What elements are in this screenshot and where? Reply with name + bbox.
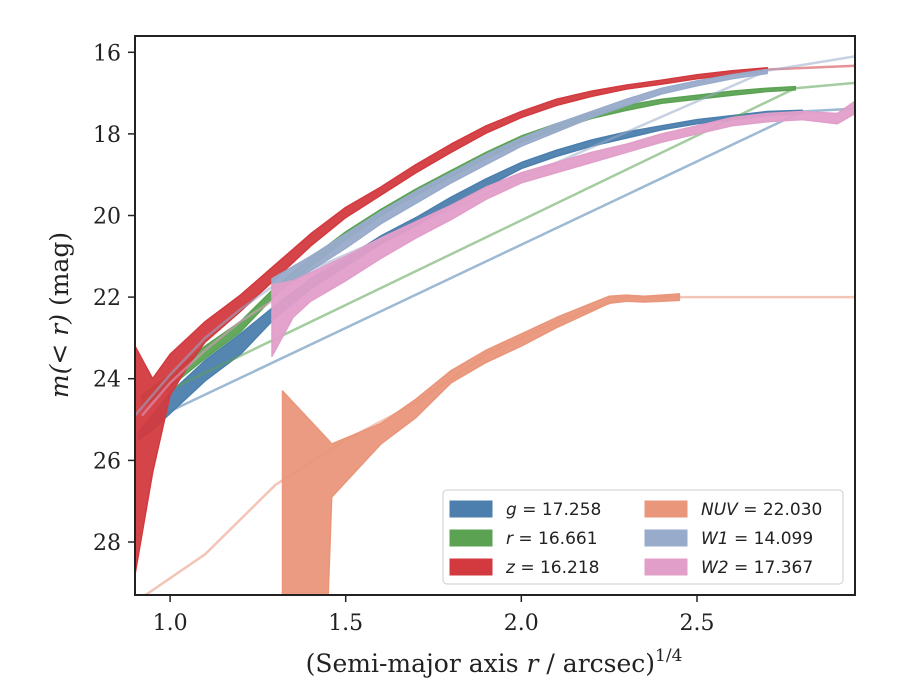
y-axis-title-unit: (mag) (45, 232, 74, 306)
x-axis-title-plain: (Semi-major axis (306, 649, 519, 678)
legend-entry-g: g = 17.258 (449, 500, 601, 520)
series-W2-extrapolation (141, 300, 273, 417)
legend-swatch-W1 (644, 529, 688, 547)
y-axis-title-inner: (< r) (45, 314, 74, 374)
series-W1 (135, 55, 855, 417)
x-tick-label: 1.0 (153, 611, 188, 636)
y-axis-title: m(< r) (mag) (45, 232, 74, 398)
legend-entry-r: r = 16.661 (449, 529, 598, 549)
legend-label-W2: W2 = 17.367 (701, 558, 813, 578)
y-tick-label: 20 (93, 205, 121, 230)
legend-swatch-z (449, 558, 493, 576)
legend-swatch-r (449, 529, 493, 547)
y-tick-label: 24 (93, 368, 121, 393)
legend-entry-NUV: NUV = 22.030 (644, 500, 822, 520)
legend-label-z: z = 16.218 (505, 558, 599, 578)
x-tick-label: 2.0 (504, 611, 539, 636)
x-tick-label: 1.5 (328, 611, 363, 636)
legend-label-W1: W1 = 14.099 (701, 529, 813, 549)
series-layer (135, 55, 855, 595)
legend-entry-W1: W1 = 14.099 (644, 529, 813, 549)
x-tick-label: 2.5 (680, 611, 715, 636)
legend-swatch-g (449, 500, 493, 518)
y-tick-label: 28 (93, 531, 121, 556)
y-tick-label: 18 (93, 123, 121, 148)
y-tick-label: 22 (93, 286, 121, 311)
legend-swatch-NUV (644, 500, 688, 518)
x-axis-title-unit: / arcsec) (546, 649, 655, 678)
legend-entry-z: z = 16.218 (449, 558, 599, 578)
series-NUV-band (281, 293, 681, 595)
y-axis-title-func: m (45, 374, 74, 398)
legend-swatch-W2 (644, 558, 688, 576)
legend-label-g: g = 17.258 (506, 500, 601, 520)
y-tick-label: 26 (93, 449, 121, 474)
legend-label-NUV: NUV = 22.030 (701, 500, 822, 520)
series-W2 (141, 100, 855, 417)
legend: g = 17.258 r = 16.661 z = 16.218 NUV = 22.0… (442, 489, 844, 585)
x-axis-title-sup: 1/4 (655, 646, 682, 666)
series-W1-band (271, 68, 768, 296)
ticks-layer: 1.0 1.5 2.0 2.5 16 18 20 22 24 26 28 (93, 41, 715, 636)
legend-frame (442, 489, 844, 585)
x-axis-title: (Semi-major axis r / arcsec)1/4 (306, 646, 683, 678)
legend-entry-W2: W2 = 17.367 (644, 558, 813, 578)
legend-label-r: r = 16.661 (506, 529, 598, 549)
plot-frame (134, 35, 856, 596)
series-NUV (144, 293, 855, 595)
series-W2-band (271, 100, 855, 358)
y-tick-label: 16 (93, 41, 121, 66)
x-axis-title-var: r (527, 649, 541, 678)
